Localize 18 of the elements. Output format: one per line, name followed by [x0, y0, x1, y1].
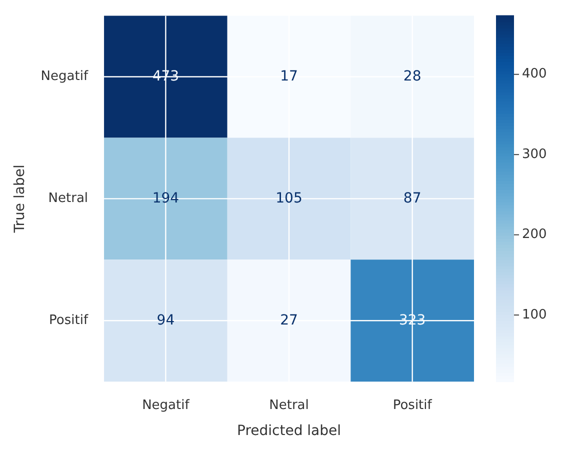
- data-label: 27: [280, 312, 298, 328]
- color-bar-label: 200: [522, 227, 547, 242]
- y-tick-label: Netral: [48, 191, 88, 206]
- color-bar-label: 400: [522, 66, 547, 82]
- data-label: 94: [156, 312, 175, 328]
- x-axis-title: Predicted label: [237, 423, 342, 440]
- y-tick-label: Negatif: [40, 69, 88, 84]
- color-bar-label: 300: [522, 146, 547, 162]
- x-tick-label: Negatif: [142, 398, 190, 413]
- color-bar-label: 100: [522, 307, 547, 322]
- data-label: 105: [276, 190, 302, 206]
- y-tick-label: Positif: [49, 313, 88, 328]
- x-tick-label: Positif: [392, 398, 432, 413]
- data-label: 28: [403, 68, 422, 84]
- data-label: 87: [403, 190, 422, 206]
- x-tick-label: Netral: [269, 398, 309, 413]
- data-label: 17: [280, 68, 298, 84]
- y-axis-title: True label: [12, 164, 28, 234]
